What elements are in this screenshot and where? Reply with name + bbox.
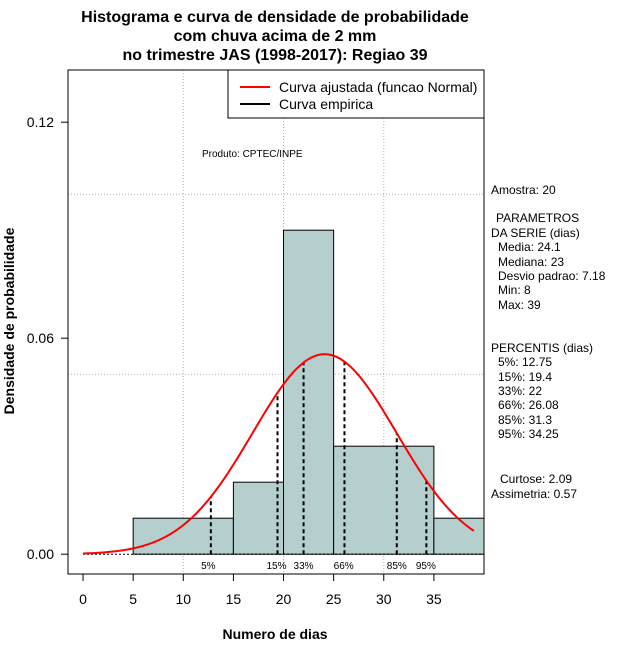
chart-title-line-3: no trimestre JAS (1998-2017): Regiao 39 bbox=[122, 47, 427, 64]
x-tick-label-30: 30 bbox=[376, 591, 392, 607]
x-tick-label-0: 0 bbox=[79, 591, 87, 607]
percentile-lines: 5% 15% 33% 66% 85% 95% bbox=[201, 361, 436, 572]
params-title-1: PARAMETROS bbox=[496, 211, 579, 225]
params-title-2: DA SERIE (dias) bbox=[491, 226, 580, 240]
percentile-label-2: 15% bbox=[266, 561, 286, 572]
percentile-label-5: 85% bbox=[387, 561, 407, 572]
percentil-15: 15%: 19.4 bbox=[498, 370, 552, 384]
x-axis-title: Numero de dias bbox=[222, 626, 327, 642]
percentile-label-1: 5% bbox=[201, 561, 216, 572]
stats-panel: Amostra: 20 PARAMETROS DA SERIE (dias) M… bbox=[491, 183, 606, 501]
x-tick-label-20: 20 bbox=[276, 591, 292, 607]
histogram-bar-1 bbox=[132, 517, 234, 555]
percentil-85: 85%: 31.3 bbox=[498, 413, 552, 427]
legend-label-normal: Curva ajustada (funcao Normal) bbox=[279, 79, 477, 95]
x-tick-label-5: 5 bbox=[129, 591, 137, 607]
legend-box bbox=[227, 69, 485, 119]
histogram-bar-4 bbox=[333, 445, 435, 555]
legend-label-empirical: Curva empirica bbox=[279, 96, 373, 112]
y-tick-label-2: 0.12 bbox=[27, 114, 54, 130]
assimetria: Assimetria: 0.57 bbox=[491, 487, 577, 501]
y-tick-label-0: 0.00 bbox=[27, 546, 54, 562]
param-media: Media: 24.1 bbox=[498, 240, 561, 254]
percentis-title: PERCENTIS (dias) bbox=[491, 341, 593, 355]
legend: Curva ajustada (funcao Normal) Curva emp… bbox=[227, 69, 485, 119]
percentil-95: 95%: 34.25 bbox=[498, 427, 559, 441]
percentil-5: 5%: 12.75 bbox=[498, 355, 552, 369]
x-tick-label-25: 25 bbox=[326, 591, 342, 607]
curtose: Curtose: 2.09 bbox=[500, 472, 572, 486]
x-tick-label-15: 15 bbox=[226, 591, 242, 607]
histogram-bar-5 bbox=[433, 517, 485, 555]
x-tick-label-35: 35 bbox=[426, 591, 442, 607]
param-min: Min: 8 bbox=[498, 283, 531, 297]
x-tick-label-10: 10 bbox=[175, 591, 191, 607]
param-desvio: Desvio padrao: 7.18 bbox=[498, 269, 606, 283]
product-note: Produto: CPTEC/INPE bbox=[202, 149, 303, 160]
percentil-66: 66%: 26.08 bbox=[498, 398, 559, 412]
percentile-label-3: 33% bbox=[294, 561, 314, 572]
axes: 0 5 10 15 20 25 30 35 0.00 0.06 0.12 bbox=[27, 114, 442, 607]
chart-title-line-2: com chuva acima de 2 mm bbox=[174, 28, 377, 45]
y-tick-label-1: 0.06 bbox=[27, 330, 54, 346]
y-axis-title: Densidade de probabilidade bbox=[1, 227, 17, 414]
sample-size: Amostra: 20 bbox=[491, 183, 556, 197]
histogram-bar-3 bbox=[283, 229, 335, 555]
percentile-label-6: 95% bbox=[416, 561, 436, 572]
percentil-33: 33%: 22 bbox=[498, 384, 542, 398]
histogram-bar-2 bbox=[232, 481, 285, 555]
param-mediana: Mediana: 23 bbox=[498, 255, 564, 269]
histogram-bars bbox=[83, 229, 485, 555]
curves bbox=[83, 353, 475, 555]
chart-title-line-1: Histograma e curva de densidade de proba… bbox=[81, 9, 469, 26]
param-max: Max: 39 bbox=[498, 298, 541, 312]
normal-curve-line bbox=[83, 353, 475, 555]
percentile-label-4: 66% bbox=[334, 561, 354, 572]
